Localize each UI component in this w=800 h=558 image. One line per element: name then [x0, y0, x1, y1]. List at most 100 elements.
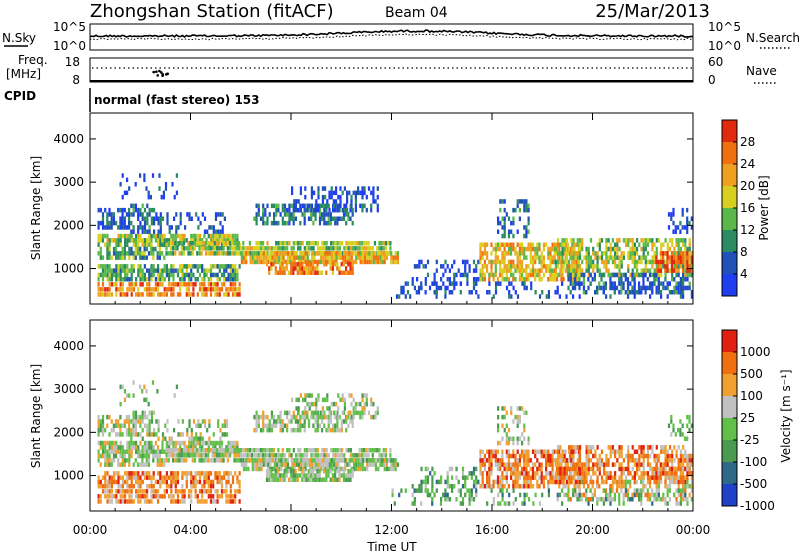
- data-cell: [339, 195, 341, 200]
- data-cell: [281, 266, 283, 271]
- data-cell: [188, 419, 190, 424]
- data-cell: [618, 277, 620, 282]
- data-cell: [215, 217, 217, 222]
- data-cell: [253, 217, 255, 222]
- data-cell: [161, 292, 163, 297]
- data-cell: [111, 419, 113, 424]
- data-cell: [660, 243, 662, 248]
- data-cell: [323, 448, 325, 453]
- data-cell: [299, 473, 301, 478]
- data-cell: [418, 488, 420, 493]
- data-cell: [170, 484, 172, 489]
- data-cell: [217, 441, 219, 446]
- data-cell: [590, 475, 592, 480]
- data-cell: [339, 241, 341, 246]
- data-cell: [473, 467, 475, 472]
- data-cell: [647, 251, 649, 256]
- data-cell: [256, 260, 258, 265]
- data-cell: [186, 273, 188, 278]
- data-cell: [549, 247, 551, 252]
- data-cell: [605, 294, 607, 299]
- data-cell: [184, 441, 186, 446]
- data-cell: [332, 246, 334, 251]
- data-cell: [365, 246, 367, 251]
- data-cell: [366, 260, 368, 265]
- data-cell: [170, 480, 172, 485]
- data-cell: [510, 462, 512, 467]
- data-cell: [135, 424, 137, 429]
- data-cell: [219, 441, 221, 446]
- data-cell: [159, 480, 161, 485]
- data-cell: [310, 478, 312, 483]
- data-cell: [126, 238, 128, 243]
- data-cell: [508, 458, 510, 463]
- data-cell: [268, 473, 270, 478]
- data-cell: [98, 221, 100, 226]
- data-cell: [497, 450, 499, 455]
- data-cell: [273, 478, 275, 483]
- data-cell: [117, 484, 119, 489]
- data-cell: [368, 260, 370, 265]
- data-cell: [586, 264, 588, 269]
- data-cell: [269, 462, 271, 467]
- data-cell: [172, 441, 174, 446]
- data-cell: [488, 290, 490, 295]
- data-cell: [598, 281, 600, 286]
- data-cell: [642, 286, 644, 291]
- data-cell: [616, 251, 618, 256]
- data-cell: [418, 290, 420, 295]
- data-cell: [310, 266, 312, 271]
- data-cell: [434, 273, 436, 278]
- data-cell: [261, 255, 263, 260]
- data-cell: [126, 243, 128, 248]
- data-cell: [618, 260, 620, 265]
- data-cell: [188, 212, 190, 217]
- data-cell: [560, 277, 562, 282]
- data-cell: [512, 437, 514, 442]
- data-cell: [587, 286, 589, 291]
- data-cell: [232, 475, 234, 480]
- data-cell: [328, 246, 330, 251]
- data-cell: [379, 260, 381, 265]
- data-cell: [434, 290, 436, 295]
- data-cell: [297, 428, 299, 433]
- data-cell: [530, 251, 532, 256]
- data-cell: [350, 246, 352, 251]
- data-cell: [486, 480, 488, 485]
- data-cell: [444, 260, 446, 265]
- data-cell: [387, 241, 389, 246]
- data-cell: [351, 255, 353, 260]
- noise-right-tick-top: 10^5: [708, 20, 741, 34]
- data-cell: [204, 230, 206, 235]
- data-cell: [191, 428, 193, 433]
- data-cell: [210, 484, 212, 489]
- data-cell: [342, 191, 344, 196]
- data-cell: [214, 441, 216, 446]
- data-cell: [517, 480, 519, 485]
- data-cell: [157, 255, 159, 260]
- data-cell: [106, 273, 108, 278]
- data-cell: [512, 208, 514, 213]
- data-cell: [339, 199, 341, 204]
- data-cell: [320, 260, 322, 265]
- data-cell: [636, 238, 638, 243]
- data-cell: [304, 246, 306, 251]
- data-cell: [322, 251, 324, 256]
- data-cell: [451, 290, 453, 295]
- data-cell: [549, 480, 551, 485]
- data-cell: [159, 494, 161, 499]
- data-cell: [279, 262, 281, 267]
- data-cell: [519, 268, 521, 273]
- data-cell: [288, 469, 290, 474]
- data-cell: [656, 480, 658, 485]
- data-cell: [270, 469, 272, 474]
- data-cell: [265, 462, 267, 467]
- data-cell: [315, 217, 317, 222]
- data-cell: [128, 471, 130, 476]
- data-cell: [523, 424, 525, 429]
- data-cell: [195, 424, 197, 429]
- data-cell: [175, 484, 177, 489]
- data-cell: [525, 484, 527, 489]
- data-cell: [124, 292, 126, 297]
- data-cell: [455, 281, 457, 286]
